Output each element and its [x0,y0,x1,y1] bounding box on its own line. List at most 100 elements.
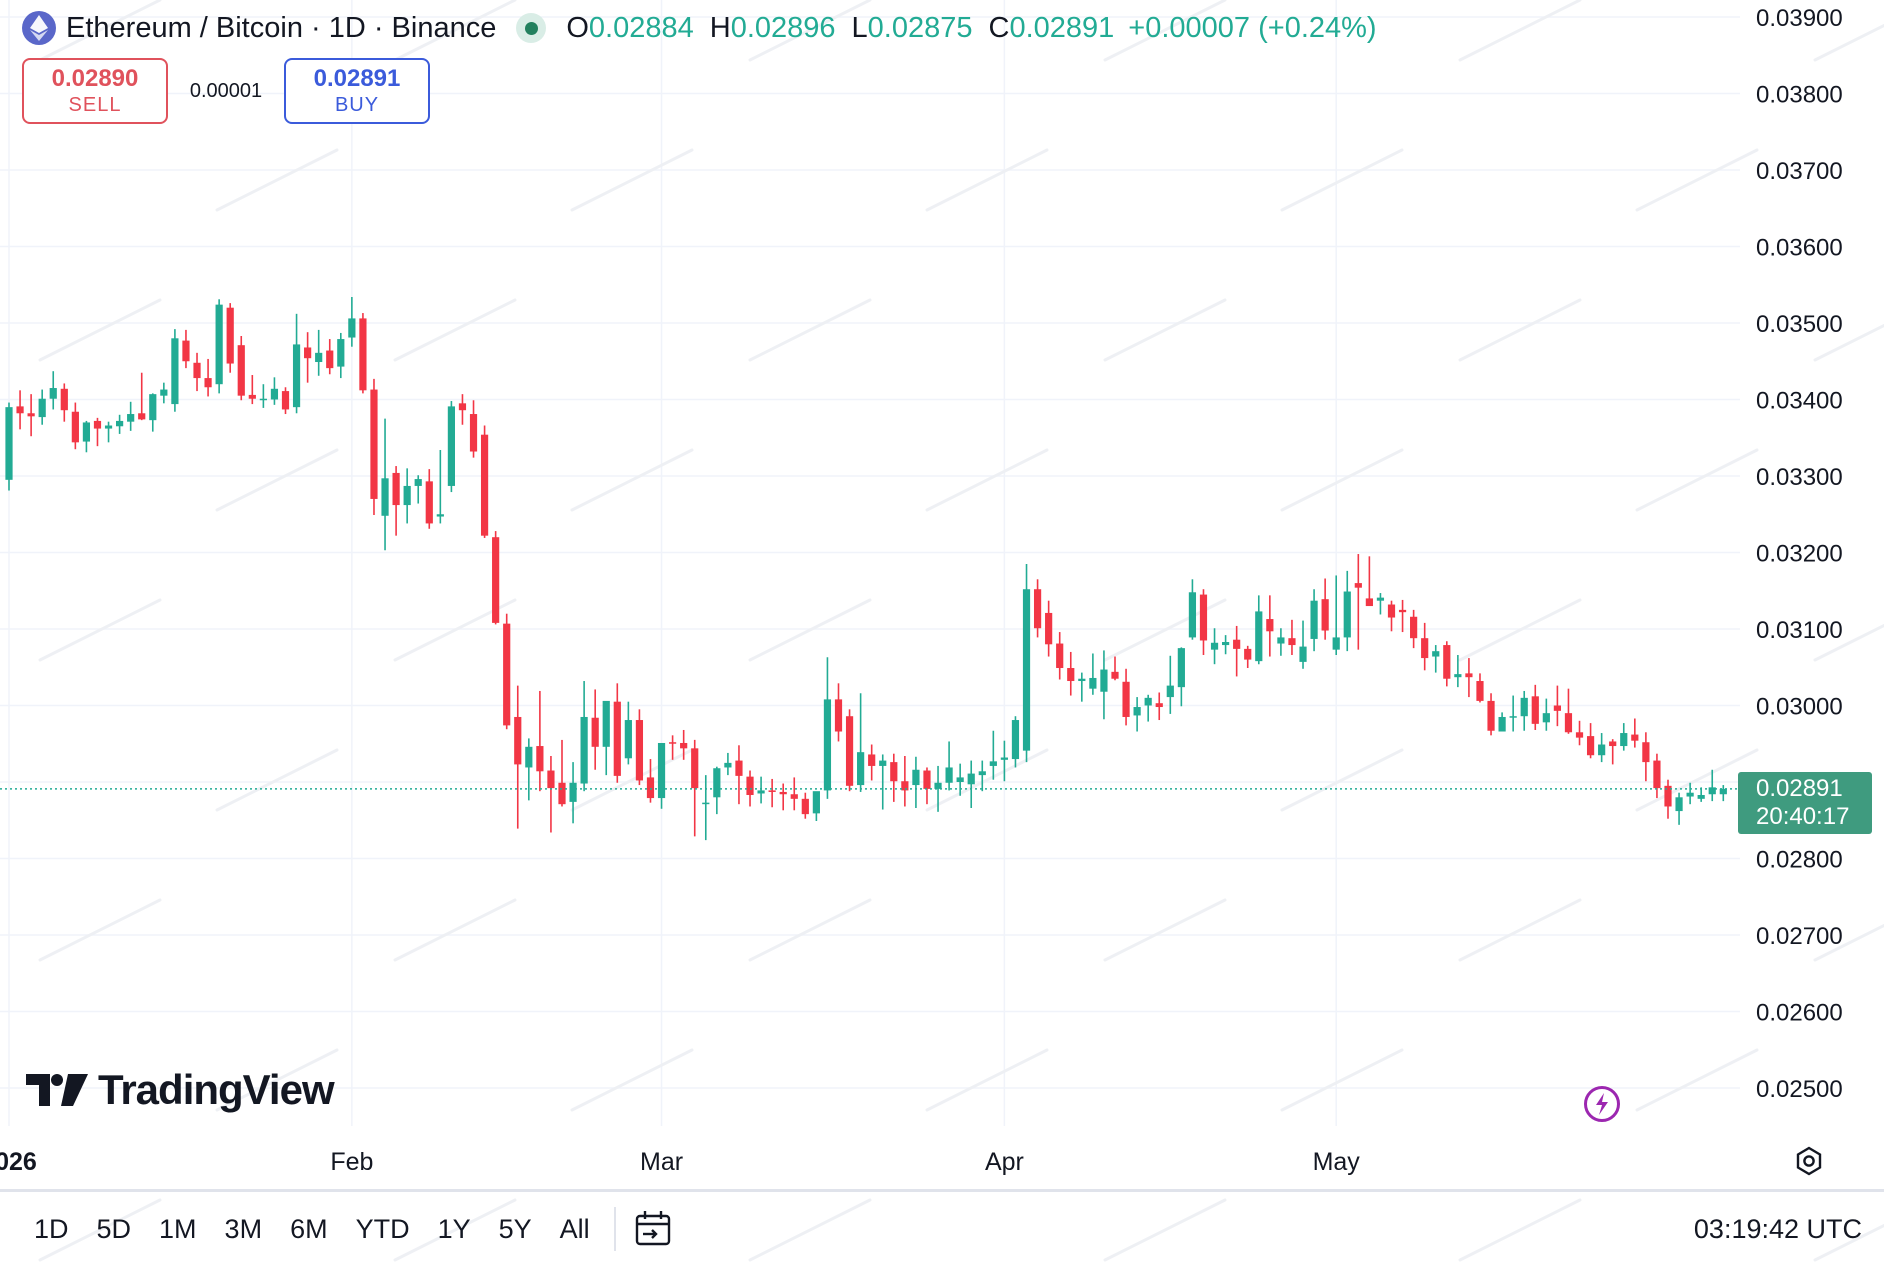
watermark-mark [1635,448,1759,512]
watermark-mark [1813,323,1884,362]
candle-body [226,307,234,364]
go-to-date-button[interactable] [634,1209,674,1249]
candle-body [215,304,223,385]
candle-body [182,340,190,362]
watermark-mark [215,448,339,512]
candle-body [1177,648,1185,688]
range-1d-button[interactable]: 1D [34,1213,69,1244]
candle-body [879,760,887,766]
buy-button[interactable]: 0.02891 BUY [284,58,430,124]
range-5d-button[interactable]: 5D [96,1213,132,1244]
buy-price: 0.02891 [313,65,401,92]
toolbar-divider [613,1207,616,1251]
candle-body [1011,720,1020,760]
candle-body [204,378,212,388]
price-tick-label: 0.03000 [1756,694,1843,721]
watermark-mark [215,148,339,212]
candle-body [304,347,312,359]
time-tick-label: Apr [985,1148,1024,1176]
candle-body [1410,616,1418,639]
candle-body [469,414,478,452]
range-all-button[interactable]: All [559,1213,590,1244]
candle-body [60,388,68,411]
watermark-mark [1103,1198,1227,1262]
candle-body [292,344,301,408]
candle-body [359,318,367,391]
candle-body [624,720,632,759]
sell-button[interactable]: 0.02890 SELL [22,58,168,124]
tradingview-logo-icon [26,1074,88,1106]
watermark-mark [925,148,1049,212]
candle-body [1045,612,1053,645]
clock-utc[interactable]: 03:19:42 UTC [1693,1213,1862,1244]
candle-body [127,414,135,422]
candle-body [248,394,256,399]
candle-body [702,802,710,805]
candle-body [1022,589,1031,751]
candle-body [1719,788,1727,795]
candle-body [646,777,655,799]
watermark-mark [215,748,339,812]
candle-body [193,362,201,379]
range-3m-button[interactable]: 3M [224,1213,263,1244]
open-label: O [566,11,589,44]
candle-body [635,720,644,781]
candle-body [1321,599,1329,631]
watermark-mark [1280,148,1404,212]
trade-buttons: 0.02890 SELL 0.00001 0.02891 BUY [22,58,430,124]
candle-body [1332,637,1340,650]
candle-body [381,478,389,516]
watermark-mark [1813,1223,1884,1262]
chart-settings-icon[interactable] [1794,1146,1824,1176]
candle-body [823,699,832,791]
candle-body [735,760,743,776]
range-1y-button[interactable]: 1Y [437,1213,471,1244]
brand-name: TradingView [98,1066,335,1113]
watermark-mark [570,1048,694,1112]
candle-body [746,776,754,796]
lightning-icon[interactable] [1584,1086,1620,1122]
time-tick-label: Mar [640,1148,683,1176]
watermark-mark [1458,898,1582,962]
candle-body [1443,645,1451,679]
range-1m-button[interactable]: 1M [159,1213,197,1244]
watermark-mark [1103,898,1227,962]
candle-body [1299,646,1307,662]
candle-body [1553,705,1561,711]
symbol-legend: Ethereum / Bitcoin · 1D · Binance O 0.02… [22,8,1377,48]
watermark-mark [393,1198,517,1262]
symbol-title[interactable]: Ethereum / Bitcoin · 1D · Binance [66,11,497,44]
candle-body [392,472,400,506]
candle-body [1343,591,1351,638]
candle-body [1089,677,1097,689]
candle-body [801,798,809,815]
range-6m-button[interactable]: 6M [290,1213,328,1244]
candle-body [1244,648,1252,660]
market-status-icon[interactable] [516,13,547,43]
price-tick-label: 0.03900 [1756,5,1843,32]
candle-body [536,746,544,772]
candle-body [1620,733,1628,747]
bottom-toolbar: 1D 5D 1M 3M 6M YTD 1Y 5Y All 03:19:42 UT… [0,1190,1884,1266]
candle-body [1454,674,1462,678]
range-5y-button[interactable]: 5Y [498,1213,532,1244]
candle-body [868,754,876,766]
candle-body [1432,651,1440,657]
candle-body [768,790,776,792]
range-ytd-button[interactable]: YTD [355,1213,410,1244]
candle-body [613,701,621,776]
low-value: 0.02875 [867,11,973,44]
tradingview-logo[interactable]: TradingView [26,1066,335,1114]
candle-body [160,389,168,396]
candle-body [934,782,942,789]
watermark-mark [925,448,1049,512]
sell-price: 0.02890 [51,65,139,92]
candle-body [1609,741,1617,747]
candle-body [281,391,290,410]
watermark-mark [393,898,517,962]
candle-body [1155,703,1163,708]
price-tick-label: 0.03100 [1756,617,1843,644]
candle-body [1598,744,1606,756]
candle-body [1233,639,1241,649]
candle-body [403,485,411,506]
